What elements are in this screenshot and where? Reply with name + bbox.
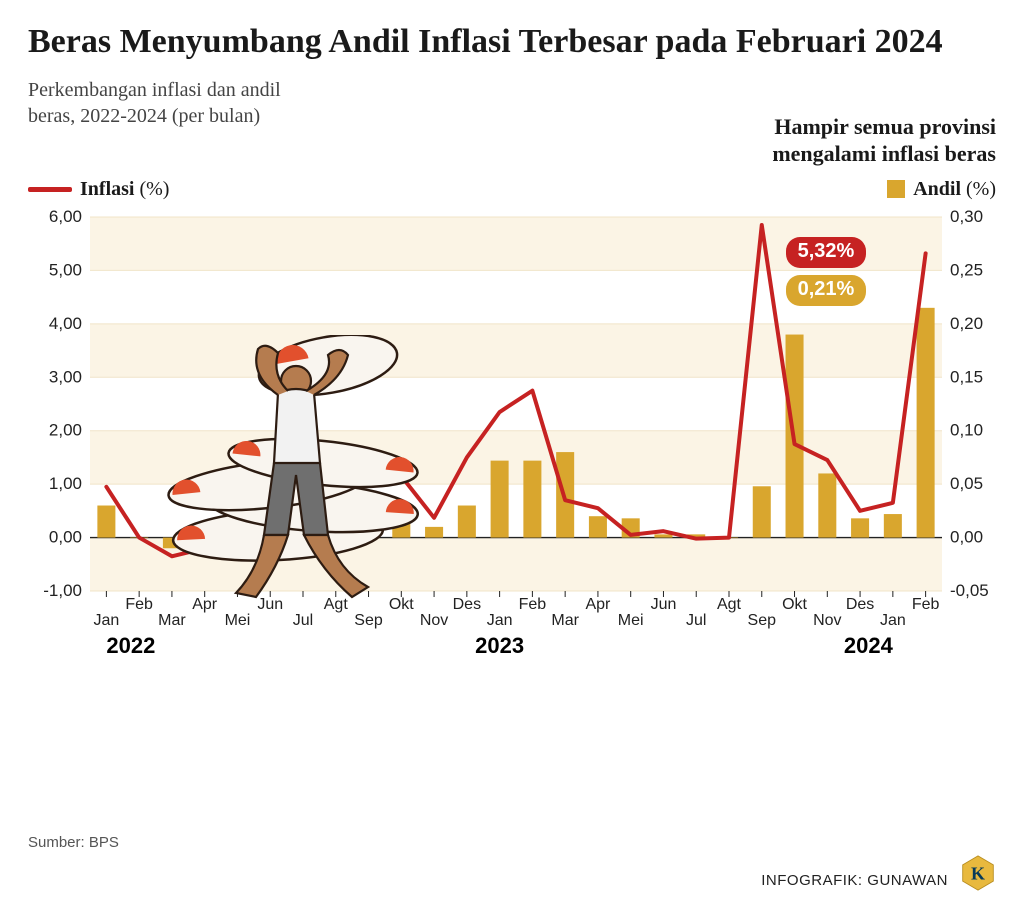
chart-container: -1,00 0,00 1,00 2,00 3,00 4,00 5,00 6,00 -0,05 0,… [28,207,996,687]
svg-text:Jan: Jan [93,612,119,629]
credit-text: INFOGRAFIK: GUNAWAN [761,872,948,889]
svg-text:0,30: 0,30 [950,207,983,226]
svg-text:0,00: 0,00 [49,527,82,546]
svg-text:6,00: 6,00 [49,207,82,226]
callout-andil: 0,21% [786,275,867,306]
publisher-logo-icon: K [960,855,996,891]
legend-andil: Andil (%) [887,178,996,201]
svg-text:Jul: Jul [293,612,313,629]
svg-text:0,05: 0,05 [950,474,983,493]
legend-bar-swatch [887,180,905,198]
svg-text:0,20: 0,20 [950,314,983,333]
svg-text:4,00: 4,00 [49,314,82,333]
svg-text:-0,05: -0,05 [950,581,989,600]
svg-text:Mar: Mar [551,612,579,629]
svg-text:Des: Des [846,596,874,613]
legend-row: Inflasi (%) Andil (%) [28,178,996,201]
svg-text:Nov: Nov [420,612,448,629]
credit-row: K [960,855,996,891]
subtitle-row: Perkembangan inflasi dan andil beras, 20… [28,77,996,168]
legend-inflasi-label: Inflasi [80,178,134,200]
svg-text:Sep: Sep [748,612,777,629]
svg-text:Apr: Apr [585,596,611,613]
legend-line-swatch [28,187,72,192]
svg-text:Feb: Feb [912,596,940,613]
svg-text:Mar: Mar [158,612,186,629]
svg-text:K: K [971,863,985,883]
svg-text:2022: 2022 [106,633,155,658]
svg-text:0,15: 0,15 [950,367,983,386]
svg-text:Feb: Feb [519,596,547,613]
svg-text:Mei: Mei [225,612,251,629]
svg-text:Feb: Feb [125,596,153,613]
svg-text:3,00: 3,00 [49,367,82,386]
svg-text:0,00: 0,00 [950,527,983,546]
svg-text:Apr: Apr [192,596,218,613]
svg-text:Jan: Jan [880,612,906,629]
svg-text:2024: 2024 [844,633,894,658]
page-title: Beras Menyumbang Andil Inflasi Terbesar … [28,22,996,63]
svg-text:Jan: Jan [487,612,513,629]
svg-text:2023: 2023 [475,633,524,658]
callout-inflasi: 5,32% [786,237,867,268]
legend-inflasi: Inflasi (%) [28,178,169,201]
svg-text:Nov: Nov [813,612,841,629]
svg-text:Jun: Jun [257,596,283,613]
svg-text:Des: Des [453,596,481,613]
svg-text:Okt: Okt [782,596,807,613]
svg-text:Agt: Agt [324,596,349,613]
svg-text:Jul: Jul [686,612,706,629]
svg-text:Sep: Sep [354,612,383,629]
legend-andil-label: Andil [913,178,961,200]
subtitle-left: Perkembangan inflasi dan andil beras, 20… [28,77,288,129]
legend-inflasi-unit: (%) [139,178,169,200]
legend-andil-unit: (%) [966,178,996,200]
svg-text:-1,00: -1,00 [43,581,82,600]
svg-text:Mei: Mei [618,612,644,629]
svg-text:Agt: Agt [717,596,742,613]
source-text: Sumber: BPS [28,834,119,851]
svg-text:Okt: Okt [389,596,414,613]
svg-text:0,10: 0,10 [950,421,983,440]
subtitle-right: Hampir semua provinsi mengalami inflasi … [696,113,996,168]
svg-text:0,25: 0,25 [950,260,983,279]
svg-text:1,00: 1,00 [49,474,82,493]
svg-text:Jun: Jun [651,596,677,613]
svg-text:5,00: 5,00 [49,260,82,279]
svg-text:2,00: 2,00 [49,421,82,440]
